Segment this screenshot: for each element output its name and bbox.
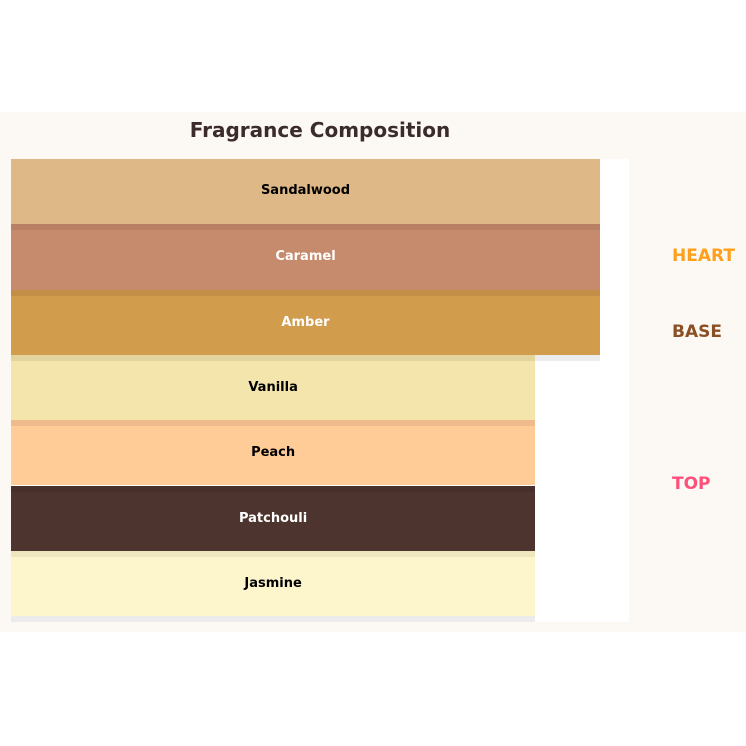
bar-caramel: Caramel [11,224,600,290]
bar-label: Patchouli [238,510,308,526]
bar-separator [11,550,536,557]
plot-area: Sandalwood Caramel Amber Vanilla Peach Patcho… [11,159,629,623]
bar-label: Jasmine [244,575,302,591]
bar-label: Sandalwood [260,183,351,198]
bar-separator [11,485,536,492]
tier-label-heart: HEART [672,246,735,266]
tier-label-top: TOP [672,474,711,494]
bar-separator [11,289,600,296]
bar-vanilla: Vanilla [11,354,536,421]
tier-label-base: BASE [672,322,722,342]
chart-title: Fragrance Composition [189,118,451,142]
bar-label: Amber [281,314,330,330]
bar-amber: Amber [11,289,600,355]
bar-separator [11,354,536,361]
bar-separator [11,420,536,427]
bar-patchouli: Patchouli [11,485,536,551]
bar-label: Caramel [275,249,336,265]
bar-peach: Peach [11,420,536,486]
bar-label: Peach [251,445,296,461]
bar-label: Vanilla [248,379,298,395]
bar-jasmine: Jasmine [11,550,536,617]
bar-gap [535,354,600,361]
bar-separator [11,224,600,231]
bar-sandalwood: Sandalwood [11,159,600,225]
bar-gap [11,616,536,623]
